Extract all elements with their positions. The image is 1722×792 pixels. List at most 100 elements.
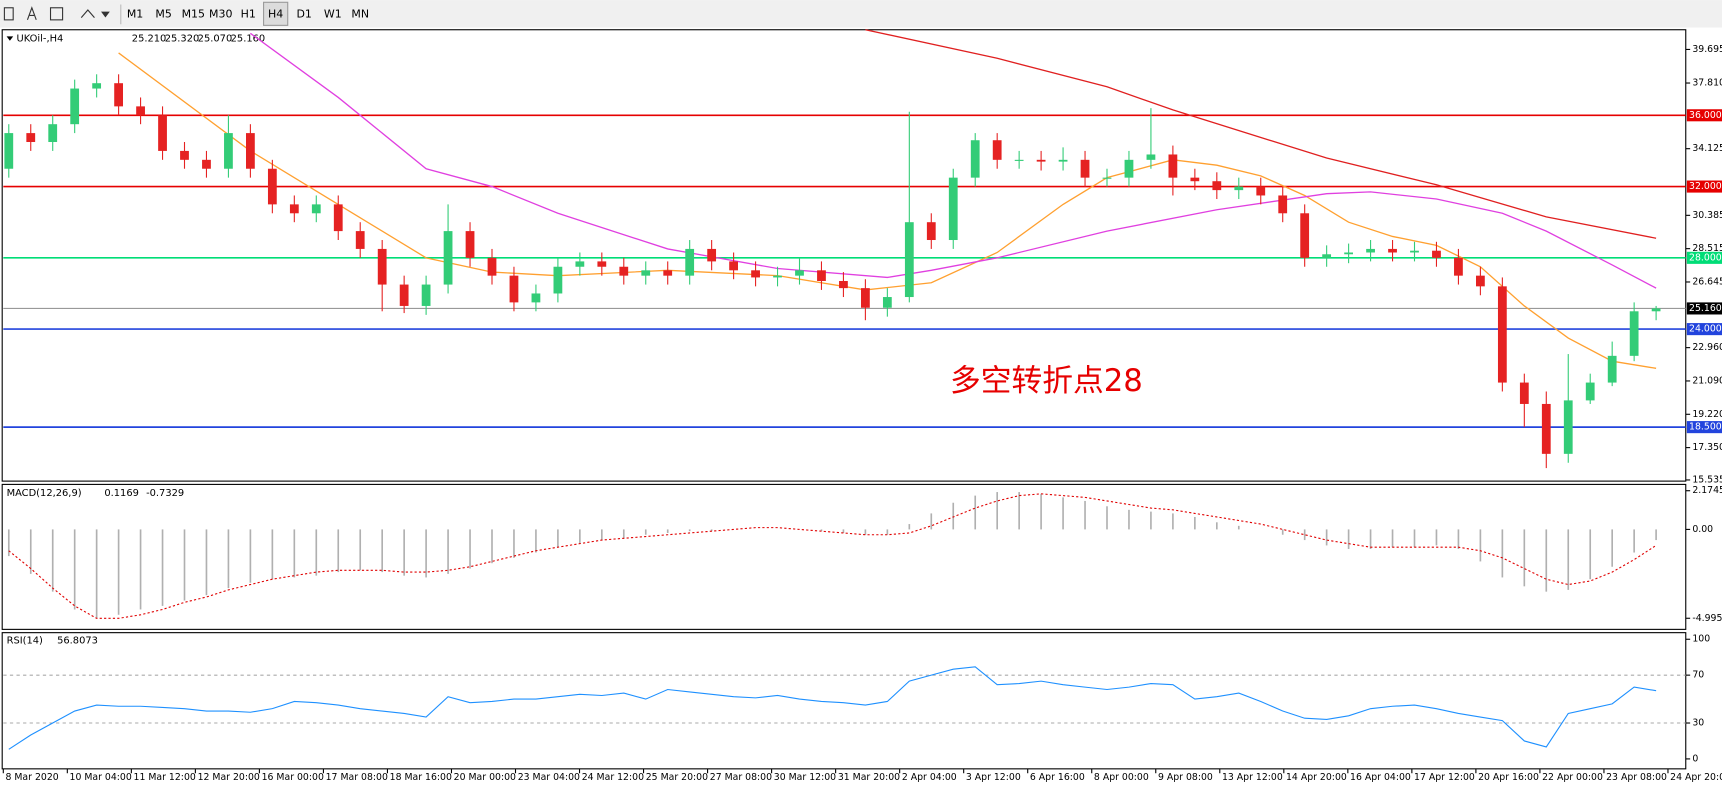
x-tick-label: 16 Mar 00:00 (262, 772, 324, 783)
candle-body (1651, 308, 1661, 312)
candle-body (158, 115, 167, 151)
x-tick-label: 8 Mar 2020 (5, 772, 58, 783)
x-tick-label: 14 Apr 20:00 (1286, 772, 1347, 783)
x-tick-label: 27 Mar 08:00 (710, 772, 772, 783)
dropdown-icon[interactable] (101, 11, 110, 18)
candle-body (4, 133, 14, 169)
candle-body (1432, 250, 1441, 258)
x-tick-label: 22 Apr 00:00 (1542, 772, 1603, 783)
level-label: 28.000 (1689, 252, 1722, 263)
y-tick-label: 26.645 (1692, 276, 1722, 287)
x-tick-label: 13 Apr 12:00 (1222, 772, 1283, 783)
candle-body (355, 231, 365, 249)
candle-body (114, 83, 123, 107)
candle-body (597, 261, 607, 267)
y-tick-label: 15.535 (1692, 474, 1722, 485)
y-tick-label: 100 (1692, 634, 1710, 645)
annotation: 多空转折点28 (950, 363, 1143, 399)
main-pane-border (1, 29, 1687, 482)
y-tick-label: 0.00 (1692, 524, 1713, 535)
candle-body (970, 140, 980, 178)
y-tick-label: 0 (1692, 753, 1698, 764)
candle-body (685, 248, 695, 276)
candle-body (1497, 286, 1507, 383)
candle-body (1344, 252, 1353, 255)
candle-body (443, 231, 453, 285)
candle-body (1366, 248, 1375, 253)
candle-body (26, 133, 36, 143)
candle-body (1168, 154, 1178, 178)
candle-body (1410, 250, 1419, 253)
candle-body (1322, 254, 1332, 258)
level-label-box (1686, 180, 1722, 193)
text-icon[interactable] (26, 6, 37, 21)
cursor-icon[interactable] (3, 7, 14, 21)
candle-body (246, 133, 255, 169)
label-icon[interactable] (49, 7, 64, 21)
y-tick-label: 21.090 (1692, 375, 1722, 386)
candle-body (1629, 311, 1639, 356)
macd-signal (8, 493, 1657, 619)
toolbar (0, 0, 1722, 28)
candle-body (509, 275, 519, 303)
timeframe-button[interactable]: H1 (241, 7, 256, 20)
rsi-pane-border (1, 632, 1687, 770)
timeframe-button[interactable]: M15 (182, 7, 205, 20)
timeframe-button[interactable]: M1 (127, 7, 143, 20)
header-value: 25.320 (165, 34, 200, 45)
candle-body (377, 248, 387, 285)
y-tick-label: 30 (1692, 718, 1704, 729)
x-tick-label: 30 Mar 12:00 (774, 772, 836, 783)
timeframe-button[interactable]: M30 (209, 7, 232, 20)
timeframe-button[interactable]: MN (351, 7, 369, 20)
candle-body (48, 124, 58, 143)
current-price-box (1686, 302, 1722, 315)
candle-body (1278, 195, 1288, 214)
header-value: 25.210 (132, 34, 167, 45)
candle-body (311, 204, 321, 214)
timeframe-button[interactable]: W1 (324, 7, 342, 20)
candle-body (1102, 177, 1112, 179)
candle-body (751, 270, 760, 278)
x-tick-label: 3 Apr 12:00 (966, 772, 1021, 783)
timeframe-button[interactable]: D1 (296, 7, 311, 20)
header-value: 0.1169 (104, 488, 139, 499)
candle-body (1146, 154, 1156, 160)
candle-body (1541, 403, 1551, 454)
candle-body (289, 204, 299, 214)
level-label-box (1686, 109, 1722, 122)
x-tick-label: 18 Mar 16:00 (390, 772, 452, 783)
candle-body (575, 261, 585, 267)
timeframe-button[interactable]: H4 (268, 7, 283, 20)
y-tick-label: 39.695 (1692, 44, 1722, 55)
candle-body (641, 270, 651, 276)
x-tick-label: 2 Apr 04:00 (902, 772, 957, 783)
candle-body (663, 270, 673, 276)
level-label: 36.000 (1689, 110, 1722, 121)
x-tick-label: 24 Mar 12:00 (582, 772, 644, 783)
candle-body (487, 257, 497, 276)
y-tick-label: 34.125 (1692, 143, 1722, 154)
x-tick-label: 9 Apr 08:00 (1158, 772, 1213, 783)
timeframe-button[interactable]: M5 (155, 7, 171, 20)
header-value: 56.8073 (57, 635, 98, 646)
x-tick-label: 6 Apr 16:00 (1030, 772, 1085, 783)
candle-body (1388, 248, 1397, 253)
candle-body (904, 222, 914, 298)
x-tick-label: 17 Mar 08:00 (326, 772, 388, 783)
moving-average (250, 32, 1657, 289)
y-tick-label: 70 (1692, 670, 1704, 681)
y-tick-label: 22.960 (1692, 342, 1722, 353)
header-value: -0.7329 (146, 488, 184, 499)
candle-body (1607, 355, 1617, 383)
candle-body (202, 159, 211, 169)
candle-body (1476, 275, 1485, 287)
candle-body (1234, 186, 1244, 191)
candle-body (1058, 159, 1068, 162)
level-label: 32.000 (1689, 181, 1722, 192)
candle-body (773, 275, 782, 278)
x-tick-label: 31 Mar 20:00 (838, 772, 900, 783)
shapes-icon[interactable] (80, 9, 95, 19)
